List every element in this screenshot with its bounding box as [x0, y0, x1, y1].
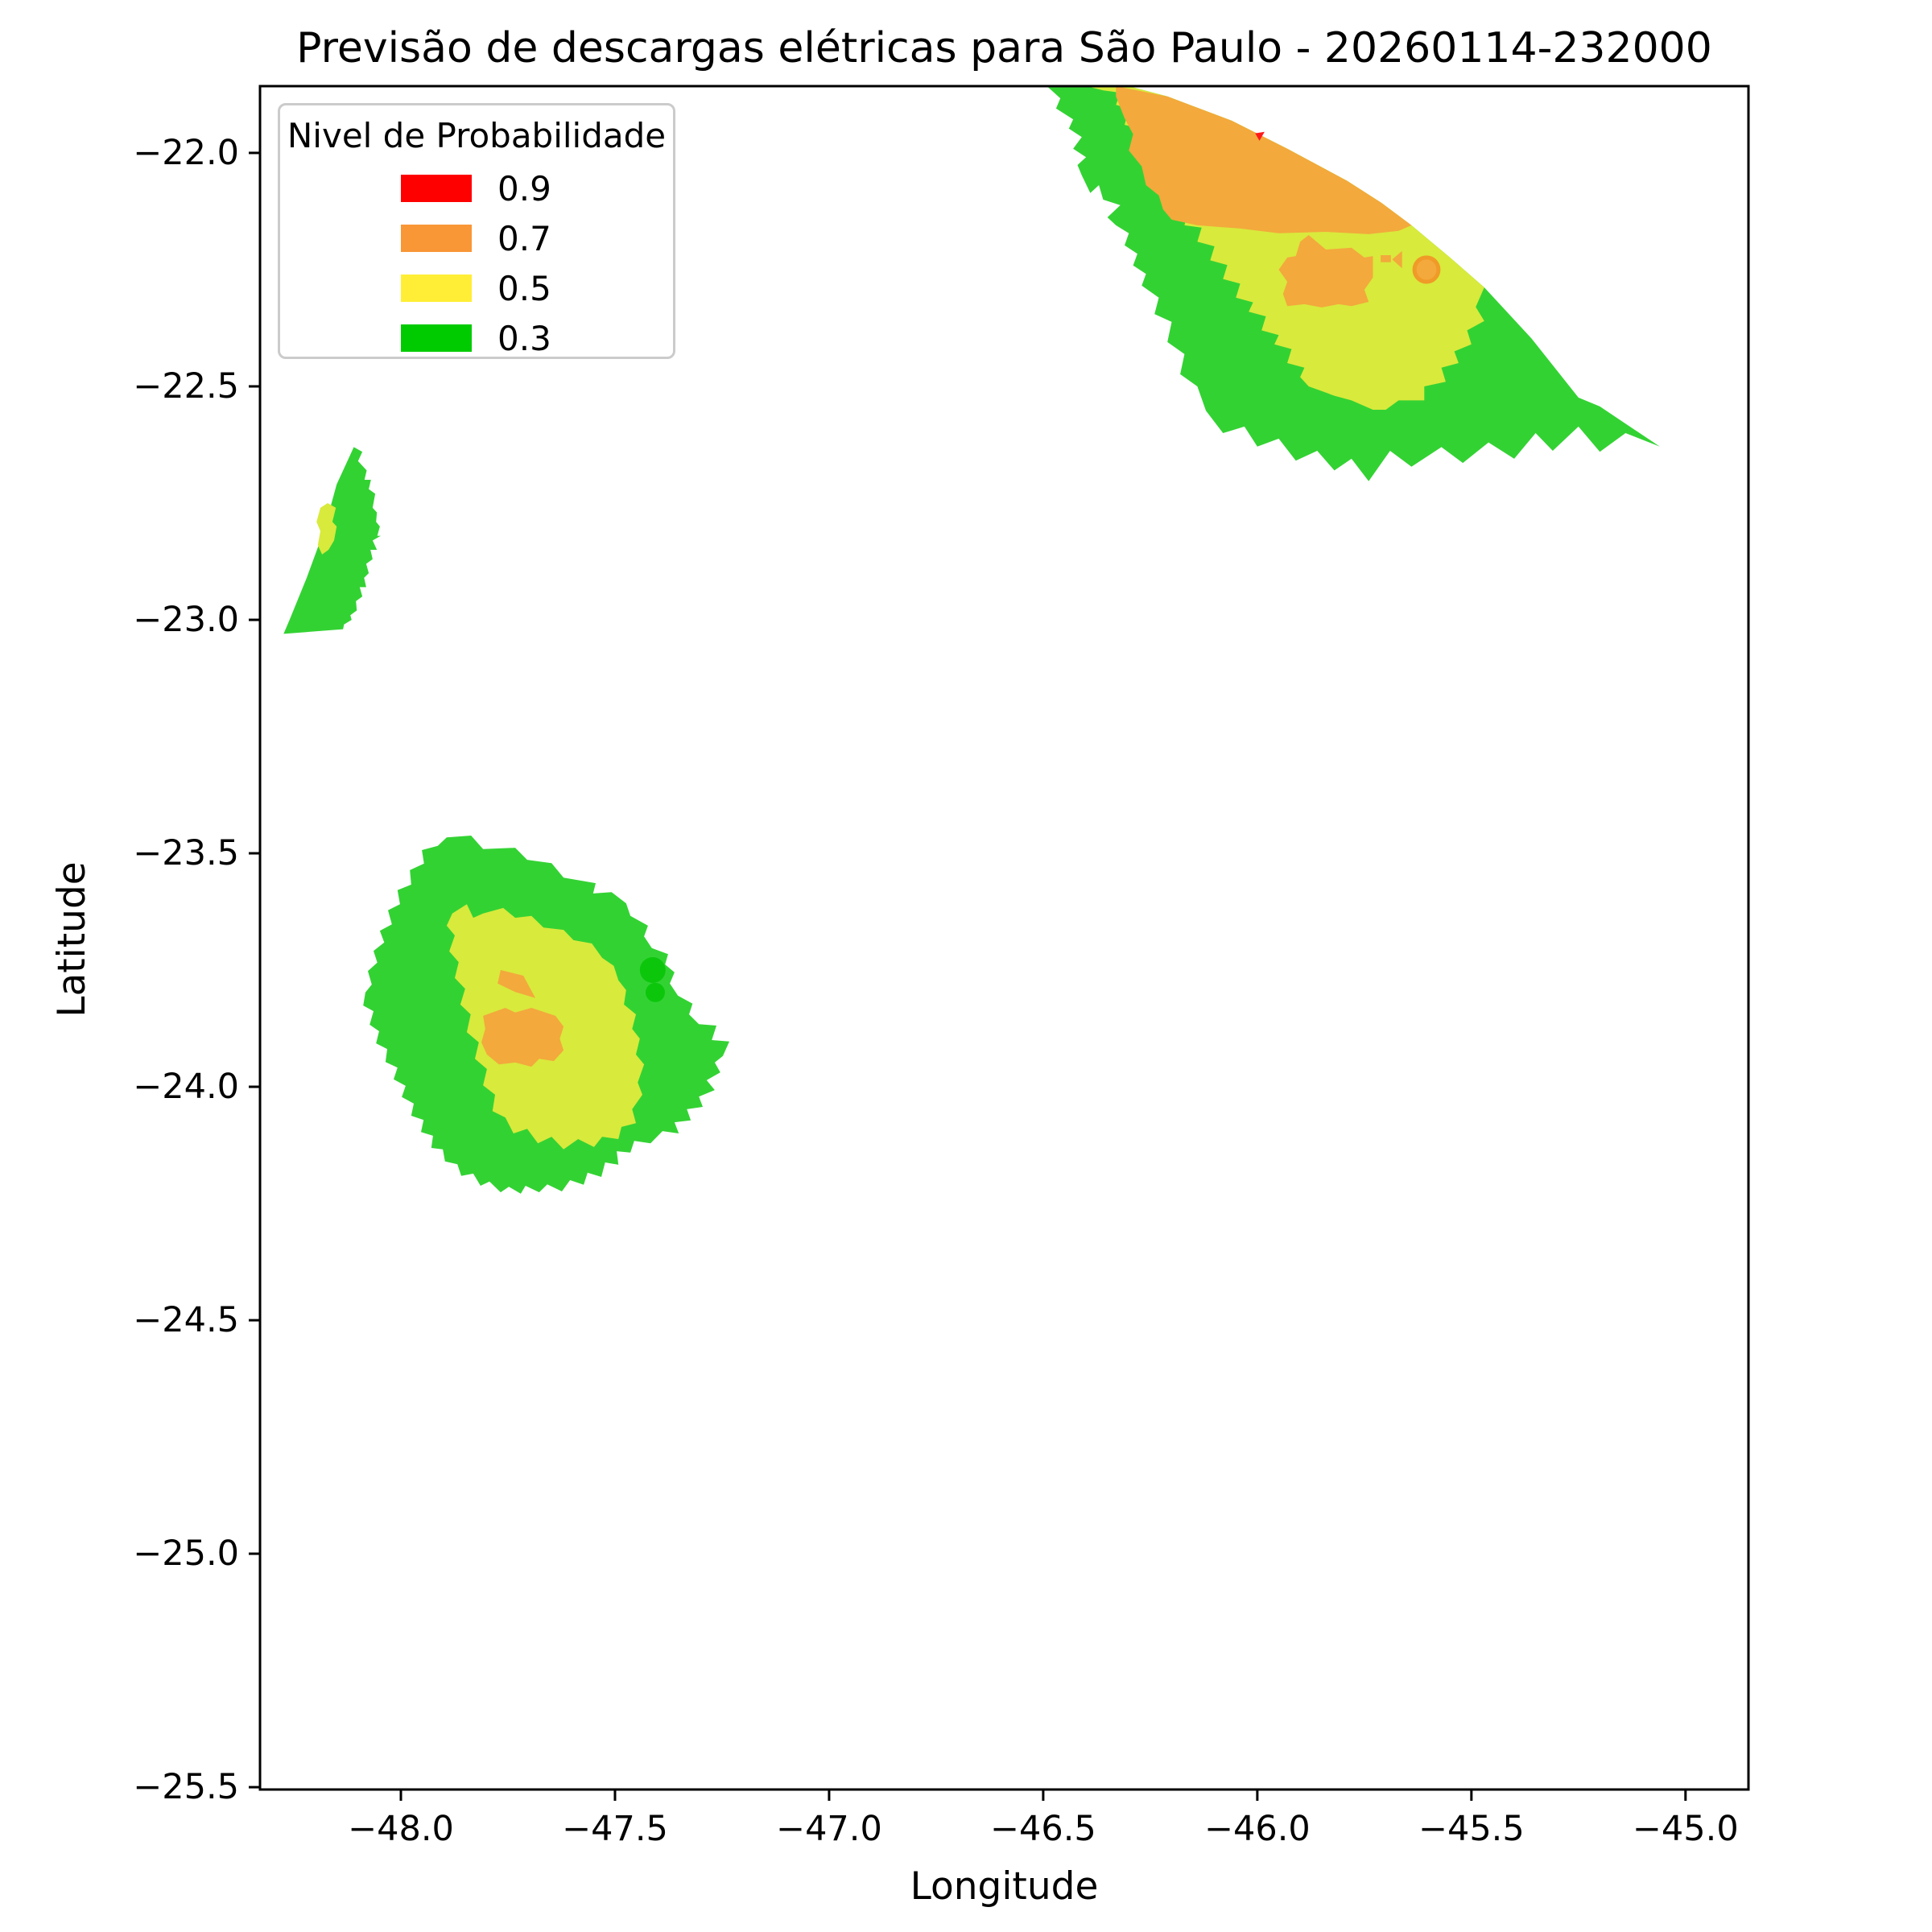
ne-storm-orange-circle-0.7 [1412, 255, 1441, 284]
legend-swatch-0.9 [401, 175, 472, 202]
ne-storm-orange-tri-0.7 [1392, 250, 1402, 269]
x-tick-label: −46.5 [990, 1809, 1096, 1849]
legend-entry-0.3: 0.3 [280, 313, 673, 363]
mid-cell-strike-dot-2 [645, 982, 665, 1002]
legend-label-0.5: 0.5 [497, 268, 551, 308]
y-tick-label: −24.0 [133, 1067, 239, 1107]
legend-entry-0.9: 0.9 [280, 163, 673, 213]
ne-storm-orange-0.7 [1116, 86, 1412, 234]
x-tick-label: −45.0 [1633, 1809, 1739, 1849]
plot-frame [258, 85, 1750, 1791]
sw-cell-yellow-0.5 [316, 503, 337, 555]
ne-storm-red-speck-0.9 [1255, 131, 1265, 141]
page-title: Previsão de descargas elétricas para São… [296, 24, 1712, 72]
x-tick-label: −47.0 [776, 1809, 882, 1849]
x-axis-label: Longitude [910, 1864, 1099, 1909]
x-tick-label: −47.5 [562, 1809, 668, 1849]
y-tick-label: −23.5 [133, 833, 239, 873]
y-axis-label: Latitude [50, 861, 94, 1018]
legend-label-0.7: 0.7 [497, 218, 551, 258]
legend-label-0.3: 0.3 [497, 318, 551, 358]
axis-ticks: −48.0 −47.5 −47.0 −46.5 −46.0 −45.5 −45.0 −22.0… [133, 133, 1738, 1849]
legend-swatch-0.3 [401, 324, 472, 352]
y-tick-label: −25.5 [133, 1767, 239, 1807]
y-tick-label: −22.5 [133, 366, 239, 407]
ne-storm-orange-core-0.7 [1278, 235, 1373, 308]
y-tick-label: −22.0 [133, 133, 239, 173]
legend-swatch-0.5 [401, 275, 472, 302]
legend: Nivel de Probabilidade 0.9 0.7 0.5 0.3 [278, 103, 675, 359]
contour-layer [283, 86, 1660, 1194]
y-tick-label: −24.5 [133, 1300, 239, 1340]
ne-storm-orange-rect-0.7 [1381, 255, 1391, 262]
legend-rows: 0.9 0.7 0.5 0.3 [280, 163, 673, 363]
legend-entry-0.5: 0.5 [280, 263, 673, 313]
y-tick-label: −25.0 [133, 1534, 239, 1574]
mid-cell-strike-dot-1 [639, 957, 666, 984]
x-tick-label: −48.0 [348, 1809, 454, 1849]
legend-entry-0.7: 0.7 [280, 213, 673, 263]
legend-swatch-0.7 [401, 225, 472, 252]
x-tick-label: −45.5 [1418, 1809, 1525, 1849]
legend-title: Nivel de Probabilidade [287, 116, 667, 155]
legend-label-0.9: 0.9 [497, 168, 551, 208]
y-tick-label: −23.0 [133, 600, 239, 640]
mid-cell-orange-wedge-0.7 [497, 970, 535, 998]
x-tick-label: −46.0 [1204, 1809, 1311, 1849]
mid-cell-orange-core-0.7 [481, 1008, 564, 1067]
